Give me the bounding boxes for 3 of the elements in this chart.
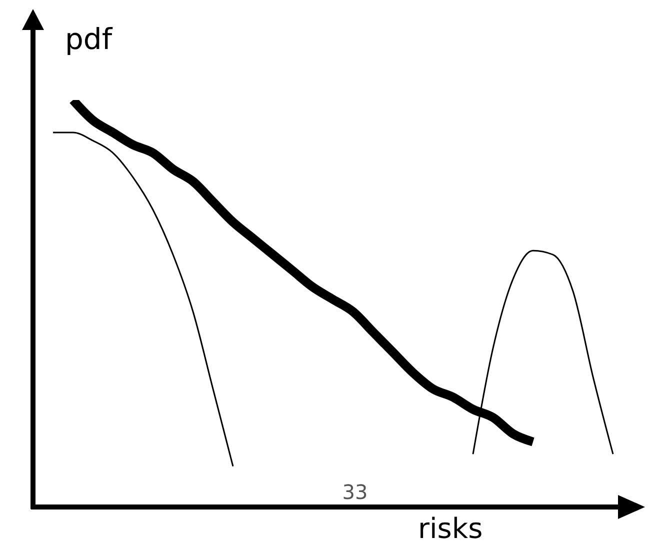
y-axis-title: pdf <box>65 22 113 56</box>
annotation: 33 <box>342 480 368 504</box>
x-axis-title: risks <box>418 512 483 545</box>
